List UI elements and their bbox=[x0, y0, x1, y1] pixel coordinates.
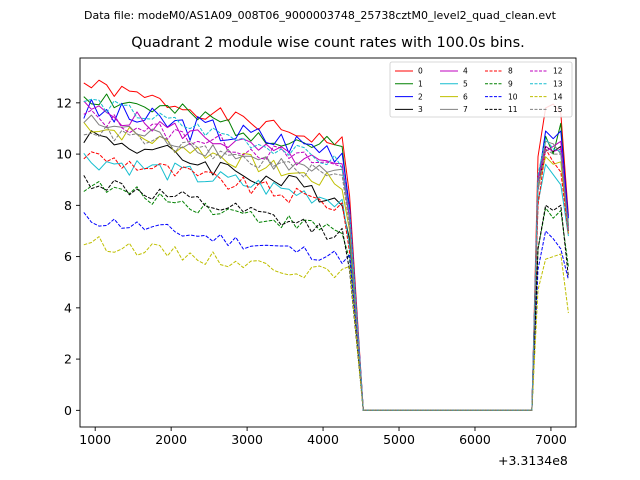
axes-frame bbox=[79, 57, 577, 428]
legend-label-5: 5 bbox=[463, 80, 468, 89]
x-tick-label-5000: 5000 bbox=[383, 432, 415, 447]
legend-label-15: 15 bbox=[553, 105, 563, 114]
x-tick-label-3000: 3000 bbox=[231, 432, 263, 447]
series-line-5 bbox=[83, 152, 569, 411]
legend-label-1: 1 bbox=[418, 80, 423, 89]
series-line-11 bbox=[83, 175, 569, 411]
legend-label-13: 13 bbox=[553, 80, 563, 89]
legend-label-2: 2 bbox=[418, 92, 423, 101]
series-line-10 bbox=[83, 212, 569, 411]
legend-label-0: 0 bbox=[418, 67, 423, 76]
series-line-8 bbox=[83, 148, 569, 411]
chart-title: Quadrant 2 module wise count rates with … bbox=[131, 35, 525, 51]
legend-label-6: 6 bbox=[463, 92, 468, 101]
x-tick-label-7000: 7000 bbox=[535, 432, 567, 447]
legend-label-14: 14 bbox=[553, 92, 563, 101]
x-tick-label-2000: 2000 bbox=[155, 432, 187, 447]
legend-label-12: 12 bbox=[553, 67, 563, 76]
legend-label-9: 9 bbox=[508, 80, 513, 89]
y-tick-label-2: 2 bbox=[64, 352, 72, 367]
y-tick-label-6: 6 bbox=[64, 249, 72, 264]
y-tick-label-8: 8 bbox=[64, 198, 72, 213]
y-tick-label-12: 12 bbox=[56, 95, 72, 110]
x-offset-label: +3.3134e8 bbox=[498, 453, 568, 468]
x-tick-label-1000: 1000 bbox=[79, 432, 111, 447]
legend-label-4: 4 bbox=[463, 67, 468, 76]
legend-label-7: 7 bbox=[463, 105, 468, 114]
series-line-7 bbox=[83, 114, 569, 411]
series-line-13 bbox=[83, 98, 569, 411]
series-line-14 bbox=[83, 236, 569, 411]
series-line-4 bbox=[83, 100, 569, 411]
y-tick-label-10: 10 bbox=[56, 147, 72, 162]
x-tick-label-6000: 6000 bbox=[459, 432, 491, 447]
legend-box bbox=[389, 61, 573, 118]
legend-label-3: 3 bbox=[418, 105, 423, 114]
legend-label-10: 10 bbox=[508, 92, 518, 101]
series-line-9 bbox=[83, 181, 569, 411]
y-tick-label-4: 4 bbox=[64, 300, 72, 315]
x-tick-label-4000: 4000 bbox=[307, 432, 339, 447]
figure-suptitle: Data file: modeM0/AS1A09_008T06_90000037… bbox=[84, 9, 556, 22]
series-line-12 bbox=[83, 109, 569, 411]
series-line-15 bbox=[83, 125, 569, 411]
legend-label-8: 8 bbox=[508, 67, 513, 76]
legend-label-11: 11 bbox=[508, 105, 518, 114]
series-line-3 bbox=[83, 130, 569, 411]
series-line-2 bbox=[83, 99, 569, 411]
y-tick-label-0: 0 bbox=[64, 403, 72, 418]
series-line-0 bbox=[83, 79, 569, 411]
